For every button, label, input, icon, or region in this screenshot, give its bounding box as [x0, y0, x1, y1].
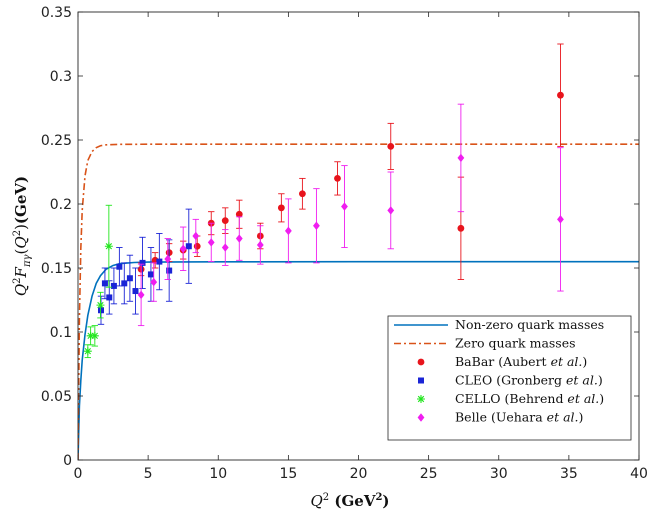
- data-point: [104, 242, 113, 251]
- data-point: [256, 240, 264, 250]
- data-point: [166, 267, 173, 274]
- data-point: [457, 153, 465, 163]
- legend-label: CLEO (Gronberg et al.): [455, 373, 603, 388]
- x-tick-label: 0: [74, 466, 83, 482]
- y-tick-label: 0.2: [50, 197, 72, 213]
- data-point: [156, 258, 163, 265]
- data-point: [90, 331, 99, 340]
- data-point: [116, 263, 123, 270]
- y-axis-label: Q2Fπγ(Q2)(GeV): [12, 176, 33, 296]
- points-layer: [83, 43, 564, 359]
- data-point: [277, 204, 285, 212]
- axis-ticks: 0 5 10 15 20 25 30 35 40 0 0.05 0.1 0.15 0.2 0.25 0.3 0.…: [41, 5, 648, 482]
- data-point: [341, 202, 348, 211]
- series-belle: [137, 103, 564, 327]
- data-point: [179, 244, 187, 253]
- data-point: [147, 271, 154, 278]
- legend-marker-babar: [417, 358, 425, 366]
- y-tick-label: 0.25: [41, 133, 72, 149]
- legend-label: BaBar (Aubert et al.): [455, 354, 587, 369]
- x-tick-label: 30: [490, 466, 508, 482]
- y-tick-label: 0.3: [50, 69, 72, 85]
- data-point: [557, 215, 564, 224]
- y-tick-label: 0.35: [41, 5, 72, 21]
- data-point: [83, 347, 92, 356]
- data-point: [121, 280, 128, 287]
- data-point: [110, 282, 117, 289]
- y-tick-label: 0.15: [41, 261, 72, 277]
- y-tick-label: 0.1: [50, 325, 72, 341]
- data-point: [207, 238, 215, 247]
- data-point: [387, 206, 395, 215]
- data-point: [221, 243, 229, 252]
- legend-marker-belle: [417, 413, 425, 422]
- data-point: [387, 143, 395, 150]
- data-point: [235, 234, 243, 243]
- data-point: [150, 277, 158, 287]
- data-point: [132, 288, 139, 295]
- data-point: [192, 231, 200, 241]
- data-point: [86, 331, 95, 340]
- data-point: [137, 290, 145, 300]
- data-point: [101, 280, 108, 287]
- y-tick-label: 0: [63, 453, 72, 469]
- data-point: [193, 242, 201, 250]
- data-point: [313, 221, 320, 230]
- x-axis-label: Q2 (GeV2): [310, 492, 389, 509]
- x-tick-label: 15: [279, 466, 297, 482]
- legend-box: [387, 315, 632, 441]
- legend: Non-zero quark masses Zero quark masses Ba…: [387, 315, 632, 441]
- data-point: [98, 307, 105, 314]
- data-point: [457, 224, 465, 232]
- legend-label: Non-zero quark masses: [455, 317, 604, 332]
- data-point: [284, 226, 292, 236]
- x-tick-label: 40: [630, 466, 648, 482]
- data-point: [334, 175, 341, 182]
- x-tick-label: 10: [209, 466, 227, 482]
- data-point: [139, 259, 146, 266]
- legend-marker-cleo: [418, 377, 424, 384]
- curve-zero-quark-masses: [78, 143, 639, 460]
- data-point: [235, 210, 243, 218]
- x-tick-label: 25: [420, 466, 438, 482]
- legend-label: Belle (Uehara et al.): [455, 410, 583, 425]
- x-tick-label: 5: [144, 466, 153, 482]
- y-tick-label: 0.05: [41, 389, 72, 405]
- legend-label: CELLO (Behrend et al.): [455, 391, 604, 406]
- legend-marker-cello: [417, 395, 425, 403]
- series-cello: [83, 204, 113, 359]
- series-cleo: [97, 208, 192, 325]
- data-point: [96, 301, 105, 310]
- data-point: [164, 254, 172, 264]
- x-tick-label: 20: [350, 466, 368, 482]
- x-tick-label: 35: [560, 466, 578, 482]
- data-point: [299, 190, 306, 198]
- data-point: [106, 294, 113, 301]
- legend-label: Zero quark masses: [455, 336, 576, 351]
- data-point: [221, 217, 229, 225]
- data-point: [126, 275, 133, 282]
- data-point: [185, 243, 192, 250]
- data-point: [557, 91, 564, 99]
